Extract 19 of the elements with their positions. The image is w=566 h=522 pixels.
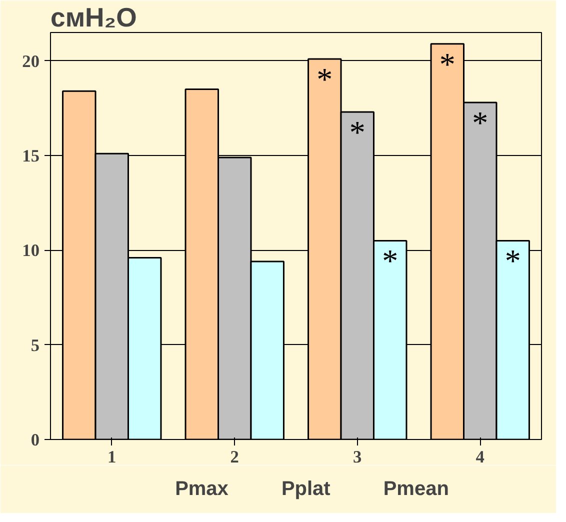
x-tick-label: 1 [108,448,116,466]
data-label: * [316,61,333,97]
data-label: * [349,114,366,150]
series-label: Pmean [383,478,449,500]
data-label: * [439,46,456,82]
data-label: * [504,242,521,279]
data-label: * [382,242,398,279]
series-label: Pplat [281,478,330,500]
y-axis-title: смH₂O [50,2,137,32]
series-label: Pmax [175,478,228,500]
x-tick-label: 4 [476,448,485,466]
y-tick-label: 15 [22,146,40,166]
y-tick-label: 0 [30,430,40,450]
x-tick-label: 2 [230,448,239,466]
y-tick-label: 10 [22,241,40,260]
y-tick-label: 5 [30,336,40,355]
y-tick-label: 20 [22,52,40,71]
data-label: * [472,104,488,141]
x-tick-label: 3 [353,448,362,466]
